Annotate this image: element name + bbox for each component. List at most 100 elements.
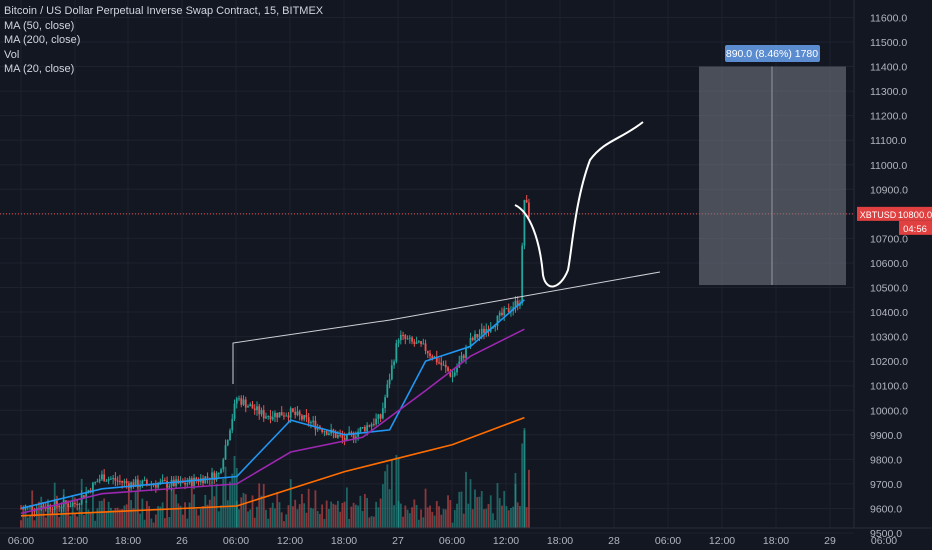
price-tick-label: 9800.0 <box>870 454 902 466</box>
candle-body <box>483 328 485 334</box>
volume-bar <box>395 454 398 528</box>
price-tick-label: 11500.0 <box>870 37 907 49</box>
candle-body <box>83 495 85 498</box>
volume-bar <box>123 505 126 528</box>
volume-bar <box>251 495 254 528</box>
volume-bar <box>60 506 63 528</box>
volume-bar <box>96 508 99 528</box>
volume-bar <box>348 518 351 528</box>
volume-bar <box>226 500 229 528</box>
volume-bar <box>89 512 92 528</box>
candle-body <box>217 473 220 475</box>
candle-body <box>325 431 328 435</box>
candle-body <box>33 510 36 512</box>
candle-body <box>123 481 126 483</box>
volume-bar <box>528 469 530 528</box>
volume-bar <box>435 501 438 528</box>
candle-body <box>354 436 357 439</box>
volume-bar <box>375 501 378 528</box>
candle-body <box>501 312 503 316</box>
volume-bar <box>121 508 124 528</box>
candle-body <box>238 398 240 400</box>
candle-body <box>469 337 472 347</box>
candle-body <box>471 337 474 341</box>
candle-body <box>157 483 159 488</box>
volume-bar <box>399 503 402 528</box>
candle-body <box>125 481 128 484</box>
volume-bar <box>386 464 389 528</box>
volume-bar <box>92 490 94 528</box>
volume-bar <box>370 516 373 528</box>
volume-bar <box>404 505 407 528</box>
candle-body <box>368 425 371 427</box>
candle-body <box>451 375 454 377</box>
projection-path <box>514 121 644 288</box>
volume-bar <box>462 513 465 528</box>
volume-bar <box>298 504 301 528</box>
volume-bar <box>352 502 355 528</box>
volume-bar <box>296 509 299 528</box>
price-tick-label: 9700.0 <box>870 479 902 491</box>
volume-bar <box>525 507 528 528</box>
price-tick-label: 9600.0 <box>870 503 902 515</box>
ma-line <box>20 328 525 515</box>
time-tick-label: 18:00 <box>331 535 357 547</box>
candle-body <box>323 431 326 433</box>
price-tick-label: 10400.0 <box>870 307 908 319</box>
price-tick-label: 10000.0 <box>870 405 908 417</box>
symbol-badge <box>857 206 899 221</box>
candle-body <box>235 398 238 404</box>
indicator-ma50[interactable]: MA (50, close) <box>4 19 75 32</box>
time-tick-label: 12:00 <box>277 535 303 547</box>
candle-body <box>422 343 425 345</box>
volume-bar <box>336 500 339 528</box>
volume-bar <box>265 509 267 528</box>
candle-body <box>429 353 431 356</box>
candle-body <box>442 364 445 366</box>
volume-bar <box>294 499 297 528</box>
volume-bar <box>377 507 380 528</box>
candle-body <box>456 367 458 373</box>
volume-bar <box>134 490 137 528</box>
volume-bar <box>330 501 333 528</box>
time-tick-label: 12:00 <box>62 535 88 547</box>
time-tick-label: 29 <box>824 535 836 547</box>
candle-body <box>56 500 58 506</box>
candle-body <box>375 418 378 425</box>
volume-bar <box>350 506 353 528</box>
candle-body <box>406 338 409 340</box>
volume-bar <box>456 503 458 528</box>
candle-body <box>251 404 254 409</box>
candle-body <box>69 506 72 508</box>
candle-body <box>413 341 416 344</box>
volume-bar <box>256 506 258 528</box>
volume-bar <box>116 507 119 528</box>
indicator-ma200[interactable]: MA (200, close) <box>4 34 81 46</box>
candle-body <box>58 505 61 508</box>
candle-body <box>377 414 380 419</box>
volume-bar <box>231 473 234 528</box>
candle-body <box>361 427 364 429</box>
price-tick-label: 10100.0 <box>870 381 908 393</box>
volume-bar <box>280 512 283 528</box>
indicator-volume[interactable]: Vol <box>4 48 20 61</box>
volume-bar <box>175 494 177 528</box>
volume-bar <box>240 497 243 528</box>
indicator-ma20[interactable]: MA (20, close) <box>4 63 75 75</box>
volume-bar <box>478 496 481 528</box>
candle-body <box>256 406 258 411</box>
candle-body <box>444 364 447 368</box>
volume-bar <box>197 515 200 528</box>
volume-bar <box>127 488 130 528</box>
volume-bar <box>157 506 159 528</box>
candle-body <box>60 507 63 509</box>
measure-label-box <box>725 45 820 62</box>
candle-body <box>285 415 288 417</box>
volume-bar <box>163 518 166 528</box>
candle-body <box>110 478 112 480</box>
volume-bar <box>103 498 106 528</box>
volume-bar <box>136 483 139 528</box>
candle-body <box>244 399 247 408</box>
volume-bar <box>303 503 306 528</box>
